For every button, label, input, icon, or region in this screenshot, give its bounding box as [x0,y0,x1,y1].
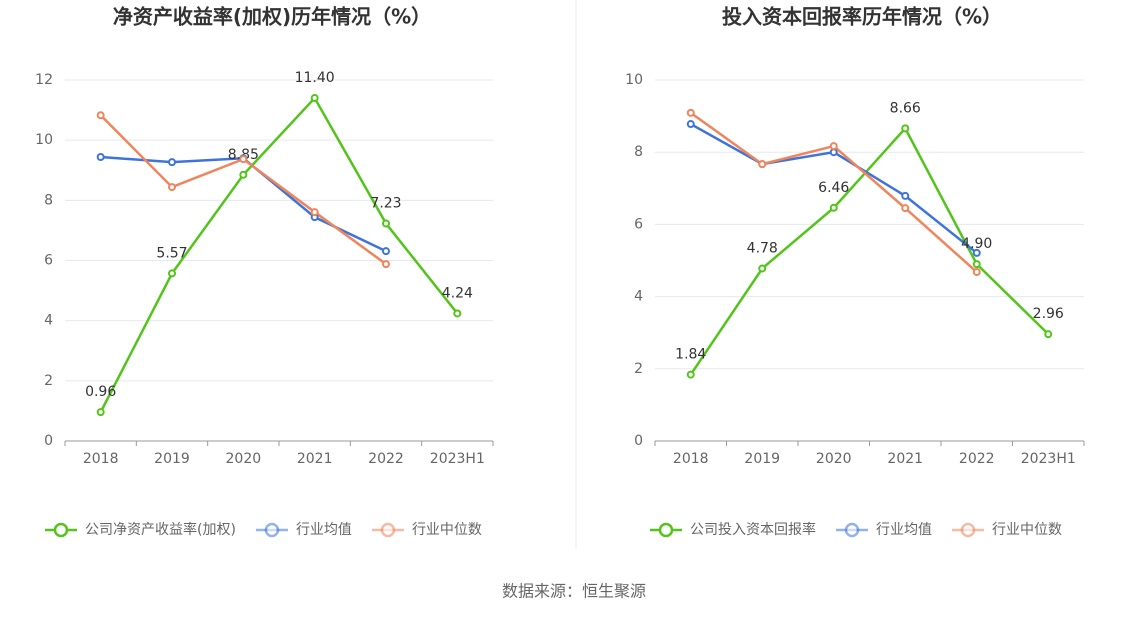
legend-marker [264,522,280,538]
legend-label: 行业中位数 [412,522,482,538]
point [686,120,695,129]
point [829,203,838,212]
point [901,124,910,133]
point [168,183,176,192]
point [972,248,981,257]
point [1044,330,1053,339]
point [972,260,981,269]
y-tick-label: 8 [634,144,643,160]
x-tick-label: 2022 [368,451,404,467]
y-tick-label: 10 [35,132,53,148]
point [382,219,390,228]
point [453,309,462,318]
source: 数据来源：恒生聚源 [502,582,646,601]
point [239,155,248,164]
point [382,247,390,256]
legend-marker [658,522,674,538]
chart-title: 净资产收益率(加权)历年情况（%） [113,5,431,29]
legend-marker [960,522,976,538]
value-label: 4.90 [961,236,992,252]
y-tick-label: 4 [44,313,53,329]
legend-marker [53,522,69,538]
point [310,94,319,103]
value-label: 11.40 [295,70,335,86]
point [901,204,910,213]
point [96,153,105,162]
point [239,170,248,179]
point [758,160,767,169]
value-label: 7.23 [370,195,401,211]
point [901,191,910,200]
y-tick-label: 6 [634,216,643,232]
value-label: 8.66 [890,100,921,116]
point [758,264,767,273]
legend-label: 公司净资产收益率(加权) [85,521,236,538]
y-tick-label: 2 [634,361,643,377]
point [686,108,695,117]
value-label: 0.96 [85,384,116,400]
x-tick-label: 2020 [226,451,262,467]
y-tick-label: 10 [625,72,643,88]
series-line [99,95,459,413]
value-label: 4.78 [747,240,778,256]
value-label: 5.57 [156,245,187,261]
point [168,269,176,278]
x-tick-label: 2021 [297,451,333,467]
y-tick-label: 6 [44,253,53,269]
y-tick-label: 0 [44,433,53,449]
x-tick-label: 2023H1 [1021,451,1076,467]
y-tick-label: 0 [634,433,643,449]
x-tick-label: 2023H1 [430,451,485,467]
value-label: 1.84 [675,347,706,363]
x-tick-label: 2018 [83,451,119,467]
legend-marker [844,522,860,538]
point [310,208,319,217]
point [96,408,105,417]
value-label: 6.46 [818,180,849,196]
point [829,148,838,157]
y-tick-label: 12 [35,72,53,88]
point [96,111,105,120]
x-tick-label: 2020 [816,451,852,467]
point [686,370,695,379]
legend-label: 行业中位数 [992,522,1062,538]
y-tick-label: 4 [634,289,643,305]
x-tick-label: 2021 [887,451,923,467]
y-tick-label: 2 [44,373,53,389]
value-label: 2.96 [1033,306,1064,322]
x-tick-label: 2019 [744,451,780,467]
point [829,142,838,151]
y-tick-label: 8 [44,192,53,208]
legend-label: 公司投入资本回报率 [690,521,816,538]
x-tick-label: 2019 [154,451,190,467]
point [168,158,176,167]
x-tick-label: 2022 [959,451,995,467]
chart-title: 投入资本回报率历年情况（%） [722,5,1002,29]
legend-label: 行业均值 [296,522,352,538]
x-tick-label: 2018 [673,451,709,467]
series-line [689,126,1050,376]
value-label: 4.24 [442,285,473,301]
legend-marker [380,522,396,538]
point [972,268,981,277]
legend-label: 行业均值 [876,522,932,538]
point [382,260,390,269]
